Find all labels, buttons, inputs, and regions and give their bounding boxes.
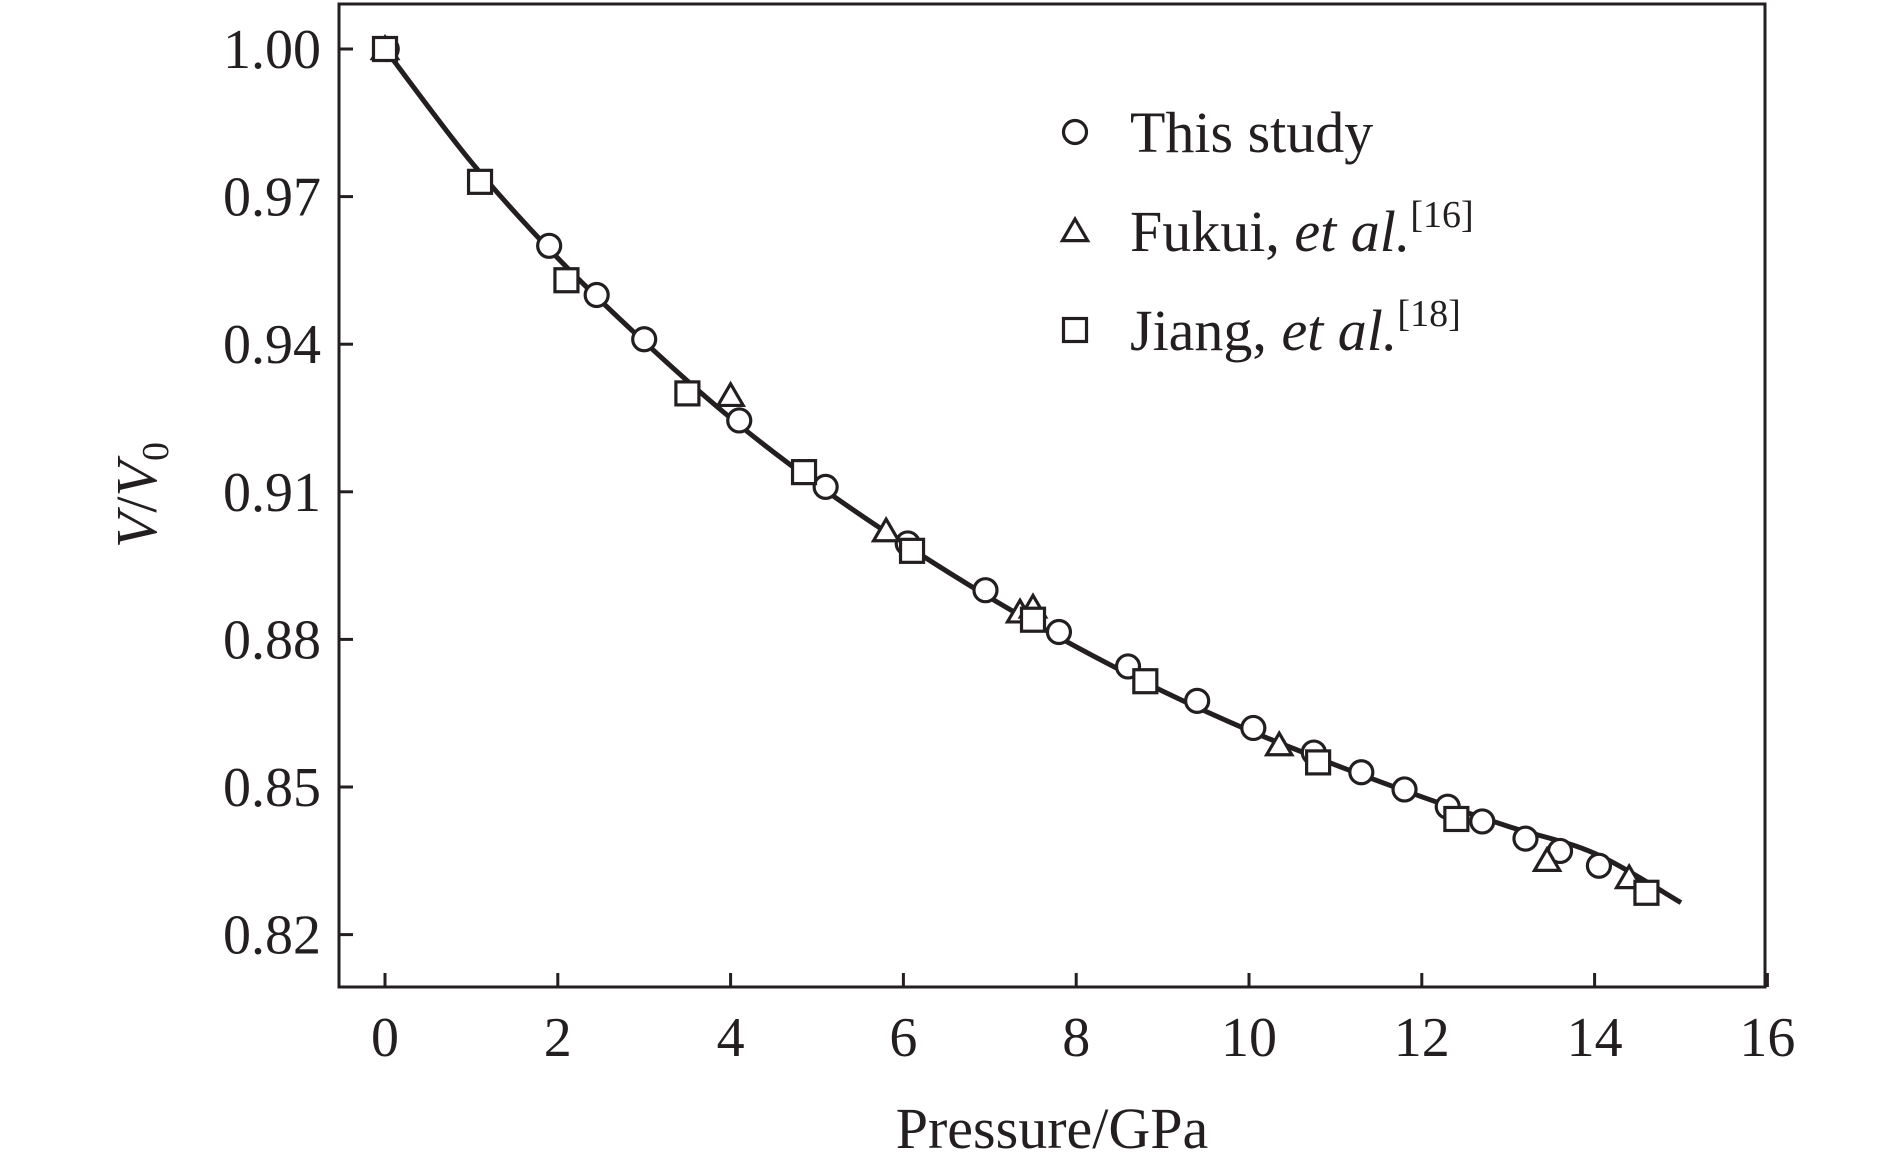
axis-ticks: [339, 47, 1769, 987]
circle-marker: [583, 281, 610, 309]
y-tick-label: 0.94: [223, 314, 321, 376]
x-tick-label: 6: [889, 1007, 917, 1069]
data-markers: [369, 33, 1660, 906]
circle-marker: [1348, 759, 1375, 786]
y-tick-label: 1.00: [223, 19, 321, 81]
triangle-marker: [870, 515, 902, 543]
square-marker: [1132, 668, 1159, 695]
circle-marker: [726, 407, 753, 434]
circle-marker: [972, 577, 999, 604]
legend-label: Jiang, et al.[18]: [1130, 293, 1461, 363]
y-tick-labels: 0.82 0.85 0.88 0.91 0.94 0.97 1.00: [223, 19, 321, 967]
y-axis-title-numerator: V: [104, 506, 169, 548]
circle-marker: [1184, 687, 1211, 715]
y-axis-title-subscript: 0: [135, 442, 177, 461]
legend-label: This study: [1130, 100, 1373, 165]
y-tick-label: 0.85: [223, 757, 321, 819]
square-marker: [466, 168, 494, 195]
y-tick-label: 0.88: [223, 609, 321, 671]
triangle-marker: [715, 380, 746, 408]
triangle-marker: [1531, 845, 1563, 873]
square-marker: [371, 35, 399, 63]
circle-marker: [1469, 808, 1496, 835]
y-axis-title-slash: /: [104, 496, 169, 513]
square-legend-icon: [1061, 316, 1089, 344]
square-marker: [674, 380, 701, 407]
x-tick-label: 12: [1394, 1007, 1450, 1069]
y-axis-title: V/V0: [104, 442, 177, 548]
circle-marker: [1045, 618, 1073, 646]
circle-marker: [1391, 776, 1418, 803]
x-tick-label: 4: [717, 1007, 745, 1069]
circle-marker: [1585, 852, 1613, 879]
square-marker: [790, 459, 818, 486]
x-tick-label: 8: [1062, 1007, 1090, 1069]
square-marker: [1633, 879, 1660, 906]
x-tick-label: 14: [1567, 1007, 1623, 1069]
circle-marker: [1240, 714, 1267, 742]
x-tick-labels: 0 2 4 6 8 10 12 14 16: [371, 1007, 1795, 1069]
circle-legend-icon: [1061, 118, 1089, 146]
circle-marker: [631, 326, 658, 353]
legend: This study Fukui, et al.[16] Jiang, et al.…: [1059, 100, 1474, 363]
triangle-marker: [1263, 730, 1295, 757]
x-tick-label: 16: [1739, 1007, 1795, 1069]
fit-curve: [383, 47, 1683, 905]
x-tick-label: 10: [1221, 1007, 1277, 1069]
square-marker: [898, 537, 926, 564]
legend-label: Fukui, et al.[16]: [1130, 194, 1474, 264]
y-tick-label: 0.97: [223, 167, 321, 229]
y-tick-label: 0.91: [223, 462, 321, 524]
x-tick-label: 2: [544, 1007, 572, 1069]
square-marker: [1443, 805, 1470, 833]
y-tick-label: 0.82: [223, 905, 321, 967]
circle-marker: [1512, 825, 1539, 852]
circle-marker: [812, 473, 839, 500]
y-axis-title-denominator: V: [104, 454, 169, 496]
square-marker: [553, 267, 580, 294]
x-tick-label: 0: [371, 1007, 399, 1069]
circle-marker: [536, 232, 563, 259]
square-marker: [1019, 606, 1047, 633]
triangle-legend-icon: [1059, 215, 1091, 243]
x-axis-title: Pressure/GPa: [896, 1096, 1209, 1161]
plot-frame: [337, 2, 1767, 989]
square-marker: [1305, 749, 1332, 776]
